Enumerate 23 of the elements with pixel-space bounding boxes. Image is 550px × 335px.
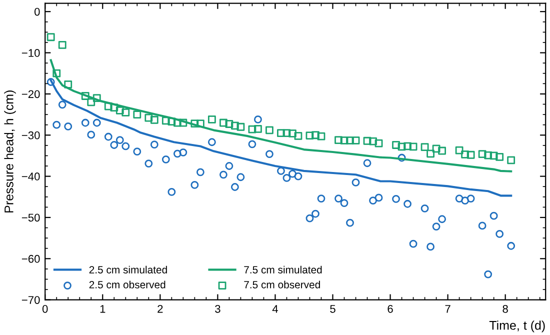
x-tick-label: 8 (502, 304, 508, 313)
x-tick-label: 1 (100, 305, 106, 313)
y-tick-label: −50 (22, 214, 40, 222)
y-tick-label: −40 (22, 172, 40, 180)
x-tick-label: 0 (42, 304, 48, 313)
y-tick-label: 0 (34, 8, 40, 16)
x-tick-label: 3 (215, 304, 220, 313)
y-tick-label: −70 (22, 296, 40, 304)
x-tick-label: 6 (388, 304, 393, 313)
y-tick-label: −60 (22, 254, 40, 263)
x-tick-label: 4 (272, 305, 278, 313)
y-tick-label: −20 (22, 90, 40, 98)
x-axis-title: Time, t (d) (489, 320, 545, 332)
y-tick-label: −30 (22, 131, 40, 140)
y-axis-title: Pressure head, h (cm) (4, 90, 16, 212)
x-tick-label: 5 (330, 305, 336, 313)
legend-label: 2.5 cm simulated (89, 266, 167, 274)
x-tick-label: 2 (158, 304, 163, 313)
legend-label: 2.5 cm observed (89, 280, 166, 288)
x-tick-label: 7 (445, 305, 450, 313)
y-tick-label: −10 (22, 49, 40, 57)
legend-label: 7.5 cm observed (244, 280, 320, 288)
legend-label: 7.5 cm simulated (244, 266, 322, 274)
